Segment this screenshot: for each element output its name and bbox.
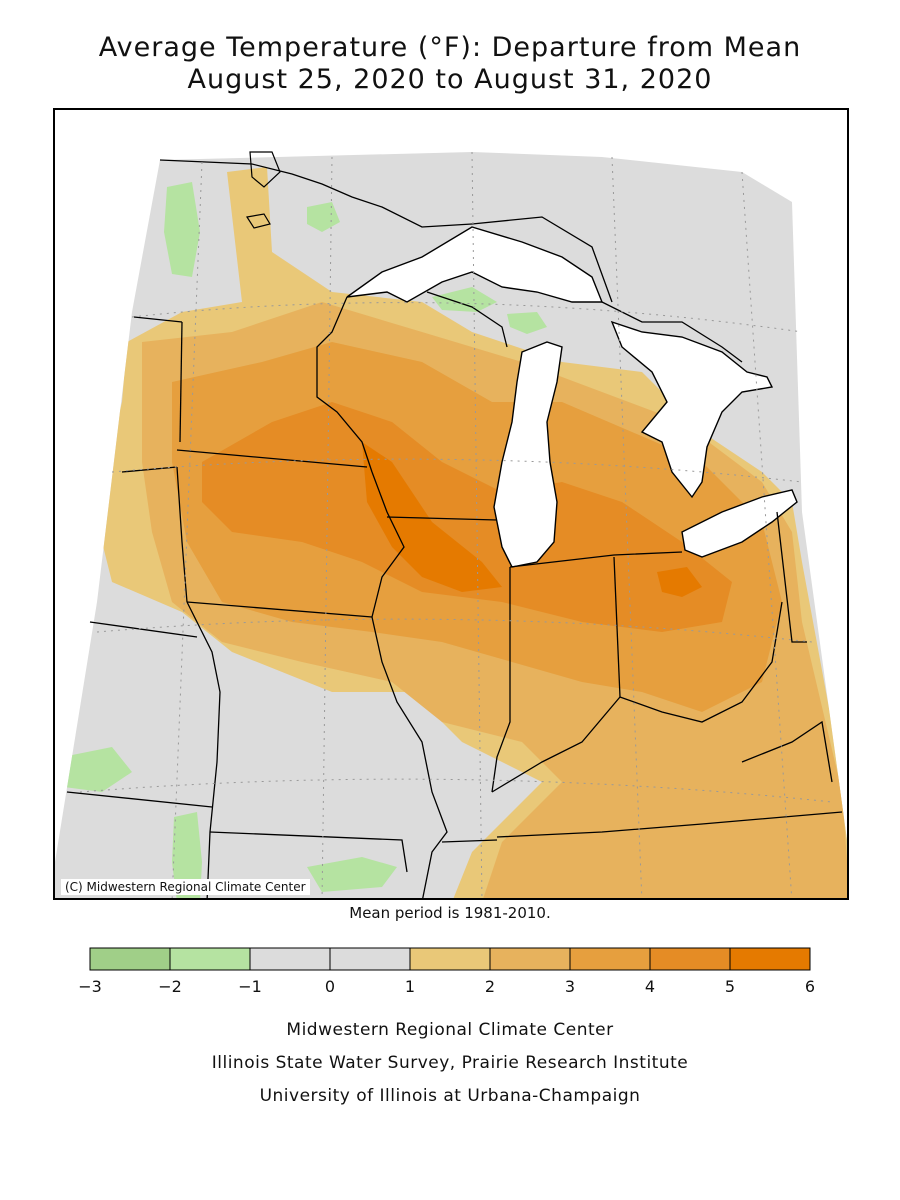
border-in-oh bbox=[613, 556, 621, 698]
lake-of-the-woods bbox=[246, 213, 271, 229]
border-nd-sd bbox=[133, 316, 183, 323]
border-wi-il bbox=[386, 516, 498, 521]
color-legend: −3 −2 −1 0 1 2 3 4 5 6 bbox=[78, 947, 815, 996]
legend-tick-label: 5 bbox=[725, 977, 735, 996]
border-mi-in-oh bbox=[509, 551, 683, 568]
legend-tick-label: −2 bbox=[158, 977, 182, 996]
credit-uiuc: University of Illinois at Urbana-Champai… bbox=[259, 1086, 641, 1106]
copyright-label: (C) Midwestern Regional Climate Center bbox=[61, 879, 310, 895]
border-mo-ks bbox=[186, 601, 221, 898]
legend-tick-label: −3 bbox=[78, 977, 102, 996]
border-ia-il bbox=[371, 471, 405, 618]
border-canada bbox=[159, 159, 473, 228]
lake-michigan bbox=[493, 341, 563, 568]
legend-bin-2 bbox=[249, 947, 331, 971]
contour-cool-arrowhead bbox=[307, 202, 340, 232]
credit-mrcc: Midwestern Regional Climate Center bbox=[286, 1020, 614, 1040]
legend-tick-label: 6 bbox=[805, 977, 815, 996]
legend-bin-3 bbox=[329, 947, 411, 971]
border-ontario-lake bbox=[471, 216, 613, 303]
border-mn-ia bbox=[176, 449, 368, 468]
border-tn-ar bbox=[441, 839, 498, 843]
legend-bin-5 bbox=[489, 947, 571, 971]
legend-bin-1 bbox=[169, 947, 251, 971]
border-ky-tn bbox=[496, 811, 843, 838]
legend-bin-7 bbox=[649, 947, 731, 971]
border-ks-ok bbox=[66, 791, 213, 808]
credit-isws: Illinois State Water Survey, Prairie Res… bbox=[211, 1053, 689, 1073]
border-ks-ne bbox=[89, 621, 198, 638]
lake-winnipeg-fragment bbox=[249, 151, 281, 188]
map-title: Average Temperature (°F): Departure from… bbox=[98, 32, 802, 63]
legend-tick-label: 0 bbox=[325, 977, 335, 996]
border-mn-wi bbox=[316, 296, 373, 473]
legend-tick-label: 2 bbox=[485, 977, 495, 996]
border-wi-mi bbox=[426, 291, 508, 348]
legend-bin-0 bbox=[89, 947, 171, 971]
border-mi-ontario bbox=[601, 301, 743, 363]
legend-tick-label: 1 bbox=[405, 977, 415, 996]
border-ky-va bbox=[741, 720, 833, 783]
map-canvas bbox=[55, 151, 847, 898]
legend-tick-label: 4 bbox=[645, 977, 655, 996]
contour-cool-upper-peninsula bbox=[432, 287, 497, 312]
contour-4-to-5 bbox=[202, 402, 732, 632]
contour-5-to-6 bbox=[362, 442, 502, 592]
lake-huron bbox=[610, 320, 774, 499]
contour-cool-arkansas bbox=[307, 857, 397, 892]
legend-bin-6 bbox=[569, 947, 651, 971]
border-mn-west bbox=[179, 321, 183, 443]
contour-cool-michigan-up bbox=[507, 312, 547, 334]
border-ia-mo bbox=[186, 601, 373, 618]
border-mississippi bbox=[371, 616, 448, 898]
legend-tick-label: −1 bbox=[238, 977, 262, 996]
lake-superior bbox=[346, 226, 604, 303]
graticule bbox=[79, 151, 833, 898]
border-mo-ar bbox=[209, 831, 408, 873]
legend-bin-8 bbox=[729, 947, 811, 971]
lake-erie bbox=[681, 489, 798, 558]
border-il-in bbox=[491, 567, 511, 793]
contour-5-to-6-ohio bbox=[657, 567, 702, 597]
temperature-departure-map: (C) Midwestern Regional Climate Center bbox=[53, 108, 849, 900]
legend-tick-label: 3 bbox=[565, 977, 575, 996]
mean-period-note: Mean period is 1981-2010. bbox=[349, 904, 551, 922]
border-oh-pa bbox=[776, 511, 807, 643]
map-date-range: August 25, 2020 to August 31, 2020 bbox=[187, 64, 713, 95]
contour-cool-north-dakota bbox=[164, 182, 200, 277]
contour-cool-kansas bbox=[62, 747, 132, 792]
legend-bin-4 bbox=[409, 947, 491, 971]
border-ohio-river bbox=[491, 601, 783, 793]
